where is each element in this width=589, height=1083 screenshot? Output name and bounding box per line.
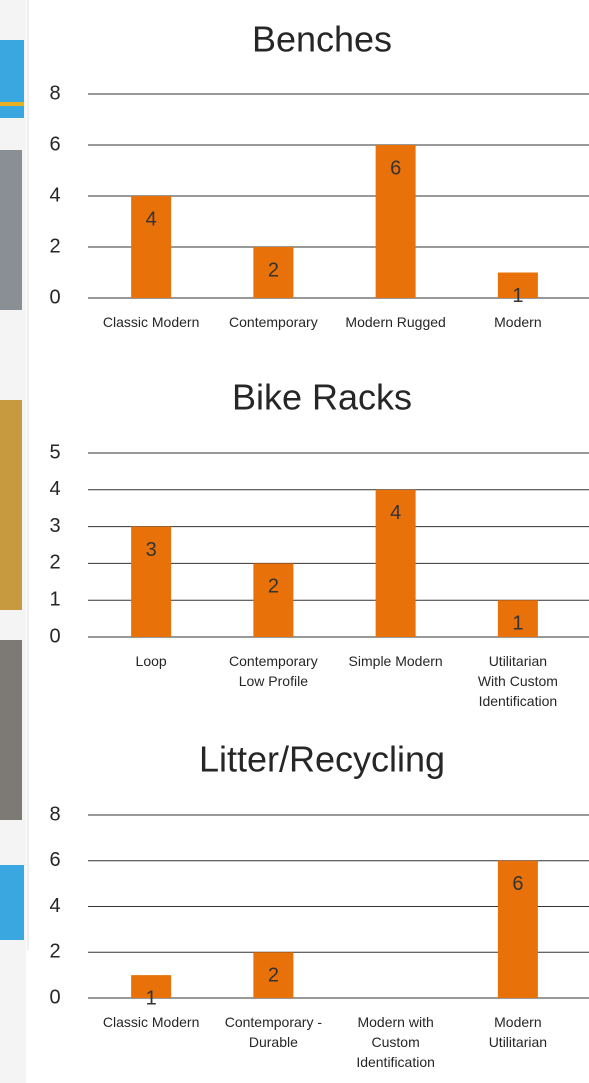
chart: Benches 0 2 4 6 8 Classic Modern 4 Contemporary 2… bbox=[49, 19, 589, 330]
value-label: 2 bbox=[268, 259, 279, 281]
strip-photo bbox=[0, 640, 22, 820]
y-tick-label: 1 bbox=[49, 588, 60, 610]
y-tick-label: 0 bbox=[49, 286, 60, 308]
y-tick-label: 4 bbox=[49, 895, 60, 917]
x-tick-label: Classic Modern bbox=[103, 314, 199, 330]
value-label: 1 bbox=[512, 285, 523, 307]
value-label: 6 bbox=[512, 873, 523, 895]
strip-photo bbox=[0, 400, 22, 610]
value-label: 1 bbox=[512, 612, 523, 634]
x-tick-label: Classic Modern bbox=[103, 1014, 199, 1030]
y-tick-label: 0 bbox=[49, 986, 60, 1008]
y-tick-label: 8 bbox=[49, 803, 60, 825]
chart-page: Benches 0 2 4 6 8 Classic Modern 4 Contemporary 2… bbox=[0, 0, 589, 1083]
y-tick-label: 5 bbox=[49, 441, 60, 463]
value-label: 6 bbox=[390, 157, 401, 179]
strip-box bbox=[0, 40, 24, 118]
y-tick-label: 4 bbox=[49, 184, 60, 206]
y-tick-label: 3 bbox=[49, 515, 60, 537]
bar bbox=[253, 563, 293, 637]
value-label: 2 bbox=[268, 576, 279, 598]
y-tick-label: 2 bbox=[49, 552, 60, 574]
strip-photo bbox=[0, 150, 22, 310]
value-label: 3 bbox=[146, 539, 157, 561]
y-tick-label: 0 bbox=[49, 625, 60, 647]
chart: Litter/Recycling 0 2 4 6 8 Classic Modern 1 Cont… bbox=[49, 739, 589, 1070]
chart-title: Benches bbox=[252, 19, 392, 60]
y-tick-label: 6 bbox=[49, 133, 60, 155]
y-tick-label: 2 bbox=[49, 235, 60, 257]
value-label: 4 bbox=[390, 502, 401, 524]
y-tick-label: 8 bbox=[49, 82, 60, 104]
strip-box bbox=[0, 865, 24, 940]
value-label: 2 bbox=[268, 965, 279, 987]
x-tick-label: Simple Modern bbox=[349, 653, 443, 669]
value-label: 4 bbox=[146, 208, 157, 230]
x-tick-label: Contemporary -Durable bbox=[225, 1014, 323, 1050]
x-tick-label: Contemporary bbox=[229, 314, 318, 330]
side-strip bbox=[0, 0, 28, 1083]
chart-title: Litter/Recycling bbox=[199, 739, 445, 780]
x-tick-label: Modern Rugged bbox=[345, 314, 445, 330]
page: {"chart_data": [ {"type": "bar", "title"… bbox=[0, 0, 589, 1083]
x-tick-label: Loop bbox=[136, 653, 167, 669]
x-tick-label: Modern bbox=[494, 314, 541, 330]
strip-accent bbox=[0, 102, 24, 106]
value-label: 1 bbox=[146, 987, 157, 1009]
y-tick-label: 4 bbox=[49, 478, 60, 500]
y-tick-label: 2 bbox=[49, 941, 60, 963]
chart-title: Bike Racks bbox=[232, 377, 412, 418]
y-tick-label: 6 bbox=[49, 849, 60, 871]
